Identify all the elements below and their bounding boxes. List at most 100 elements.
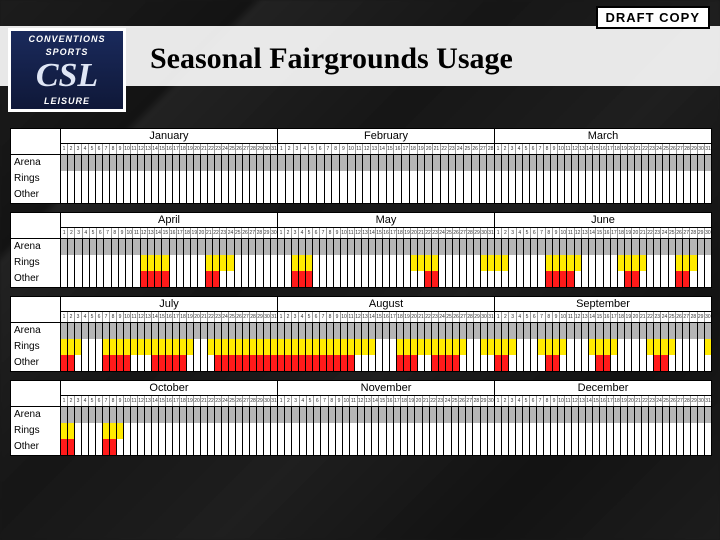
month-data bbox=[61, 439, 278, 455]
day-strip: 1234567891011121314151617181920212223242… bbox=[61, 228, 277, 238]
month-data bbox=[278, 187, 495, 203]
month-name: May bbox=[278, 213, 494, 228]
month-data bbox=[278, 423, 495, 439]
row-label-spacer bbox=[11, 381, 61, 407]
row-label-spacer bbox=[11, 297, 61, 323]
row-label: Arena bbox=[11, 239, 61, 255]
page-title: Seasonal Fairgrounds Usage bbox=[150, 42, 513, 76]
month-data bbox=[278, 439, 495, 455]
month-data bbox=[495, 407, 711, 423]
month-name: September bbox=[495, 297, 711, 312]
quarter-block: April12345678910111213141516171819202122… bbox=[10, 212, 712, 288]
month-data bbox=[61, 323, 278, 339]
data-row-other: Other bbox=[11, 187, 711, 203]
logo-main: CSL bbox=[11, 59, 123, 93]
month-data bbox=[61, 171, 278, 187]
day-strip: 1234567891011121314151617181920212223242… bbox=[278, 228, 494, 238]
month-data bbox=[495, 171, 711, 187]
row-label: Other bbox=[11, 187, 61, 203]
month-name: November bbox=[278, 381, 494, 396]
row-label: Arena bbox=[11, 323, 61, 339]
quarter-block: January123456789101112131415161718192021… bbox=[10, 128, 712, 204]
month-data bbox=[278, 407, 495, 423]
day-strip: 1234567891011121314151617181920212223242… bbox=[495, 228, 711, 238]
day-strip: 1234567891011121314151617181920212223242… bbox=[495, 396, 711, 406]
quarter-header: January123456789101112131415161718192021… bbox=[11, 129, 711, 155]
month-data bbox=[495, 155, 711, 171]
day-strip: 1234567891011121314151617181920212223242… bbox=[61, 312, 277, 322]
month-column: August1234567891011121314151617181920212… bbox=[278, 297, 495, 323]
month-column: October123456789101112131415161718192021… bbox=[61, 381, 278, 407]
month-data bbox=[278, 271, 495, 287]
month-data bbox=[61, 155, 278, 171]
row-label-spacer bbox=[11, 213, 61, 239]
day-strip: 1234567891011121314151617181920212223242… bbox=[495, 312, 711, 322]
month-data bbox=[495, 355, 711, 371]
data-row-other: Other bbox=[11, 271, 711, 287]
logo-mid: SPORTS bbox=[11, 47, 123, 57]
day-strip: 1234567891011121314151617181920212223242… bbox=[278, 396, 494, 406]
row-label: Arena bbox=[11, 155, 61, 171]
month-column: June123456789101112131415161718192021222… bbox=[495, 213, 711, 239]
month-data bbox=[61, 271, 278, 287]
data-row-rings: Rings bbox=[11, 255, 711, 271]
month-name: June bbox=[495, 213, 711, 228]
data-row-arena: Arena bbox=[11, 239, 711, 255]
quarter-block: October123456789101112131415161718192021… bbox=[10, 380, 712, 456]
row-label: Rings bbox=[11, 339, 61, 355]
data-row-rings: Rings bbox=[11, 423, 711, 439]
month-name: August bbox=[278, 297, 494, 312]
month-name: April bbox=[61, 213, 277, 228]
month-data bbox=[495, 423, 711, 439]
month-data bbox=[61, 187, 278, 203]
row-label-spacer bbox=[11, 129, 61, 155]
row-label: Arena bbox=[11, 407, 61, 423]
month-column: September1234567891011121314151617181920… bbox=[495, 297, 711, 323]
usage-chart: January123456789101112131415161718192021… bbox=[10, 128, 712, 464]
month-column: November12345678910111213141516171819202… bbox=[278, 381, 495, 407]
data-row-rings: Rings bbox=[11, 339, 711, 355]
data-row-other: Other bbox=[11, 355, 711, 371]
month-data bbox=[495, 339, 711, 355]
month-name: February bbox=[278, 129, 494, 144]
row-label: Rings bbox=[11, 171, 61, 187]
data-row-arena: Arena bbox=[11, 323, 711, 339]
month-column: December12345678910111213141516171819202… bbox=[495, 381, 711, 407]
month-column: April12345678910111213141516171819202122… bbox=[61, 213, 278, 239]
quarter-header: October123456789101112131415161718192021… bbox=[11, 381, 711, 407]
csl-logo: CONVENTIONS SPORTS CSL LEISURE bbox=[8, 28, 126, 112]
month-column: May1234567891011121314151617181920212223… bbox=[278, 213, 495, 239]
month-data bbox=[278, 171, 495, 187]
month-data bbox=[61, 355, 278, 371]
day-strip: 1234567891011121314151617181920212223242… bbox=[278, 144, 494, 154]
row-label: Other bbox=[11, 355, 61, 371]
logo-bottom: LEISURE bbox=[11, 96, 123, 106]
month-column: January123456789101112131415161718192021… bbox=[61, 129, 278, 155]
day-strip: 1234567891011121314151617181920212223242… bbox=[61, 396, 277, 406]
month-data bbox=[495, 439, 711, 455]
month-data bbox=[495, 255, 711, 271]
data-row-arena: Arena bbox=[11, 155, 711, 171]
month-data bbox=[61, 407, 278, 423]
month-data bbox=[278, 355, 495, 371]
month-data bbox=[278, 155, 495, 171]
month-data bbox=[495, 271, 711, 287]
month-column: July123456789101112131415161718192021222… bbox=[61, 297, 278, 323]
data-row-other: Other bbox=[11, 439, 711, 455]
quarter-block: July123456789101112131415161718192021222… bbox=[10, 296, 712, 372]
month-name: December bbox=[495, 381, 711, 396]
month-name: July bbox=[61, 297, 277, 312]
row-label: Rings bbox=[11, 255, 61, 271]
month-data bbox=[61, 255, 278, 271]
quarter-header: April12345678910111213141516171819202122… bbox=[11, 213, 711, 239]
row-label: Rings bbox=[11, 423, 61, 439]
month-data bbox=[61, 339, 278, 355]
month-data bbox=[278, 239, 495, 255]
month-column: March12345678910111213141516171819202122… bbox=[495, 129, 711, 155]
data-row-arena: Arena bbox=[11, 407, 711, 423]
month-data bbox=[61, 239, 278, 255]
day-strip: 1234567891011121314151617181920212223242… bbox=[61, 144, 277, 154]
month-data bbox=[495, 187, 711, 203]
row-label: Other bbox=[11, 439, 61, 455]
month-data bbox=[278, 339, 495, 355]
